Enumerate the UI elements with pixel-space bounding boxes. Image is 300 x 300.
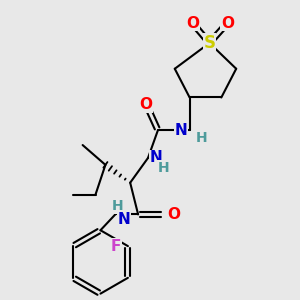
- Text: O: O: [167, 207, 180, 222]
- Text: F: F: [111, 238, 121, 253]
- Text: O: O: [221, 16, 234, 31]
- Text: O: O: [140, 97, 152, 112]
- Text: N: N: [117, 212, 130, 227]
- Text: H: H: [158, 161, 170, 175]
- Text: N: N: [150, 150, 163, 165]
- Text: O: O: [186, 16, 199, 31]
- Text: H: H: [196, 131, 207, 145]
- Text: H: H: [112, 200, 123, 214]
- Text: S: S: [203, 34, 215, 52]
- Text: N: N: [175, 123, 188, 138]
